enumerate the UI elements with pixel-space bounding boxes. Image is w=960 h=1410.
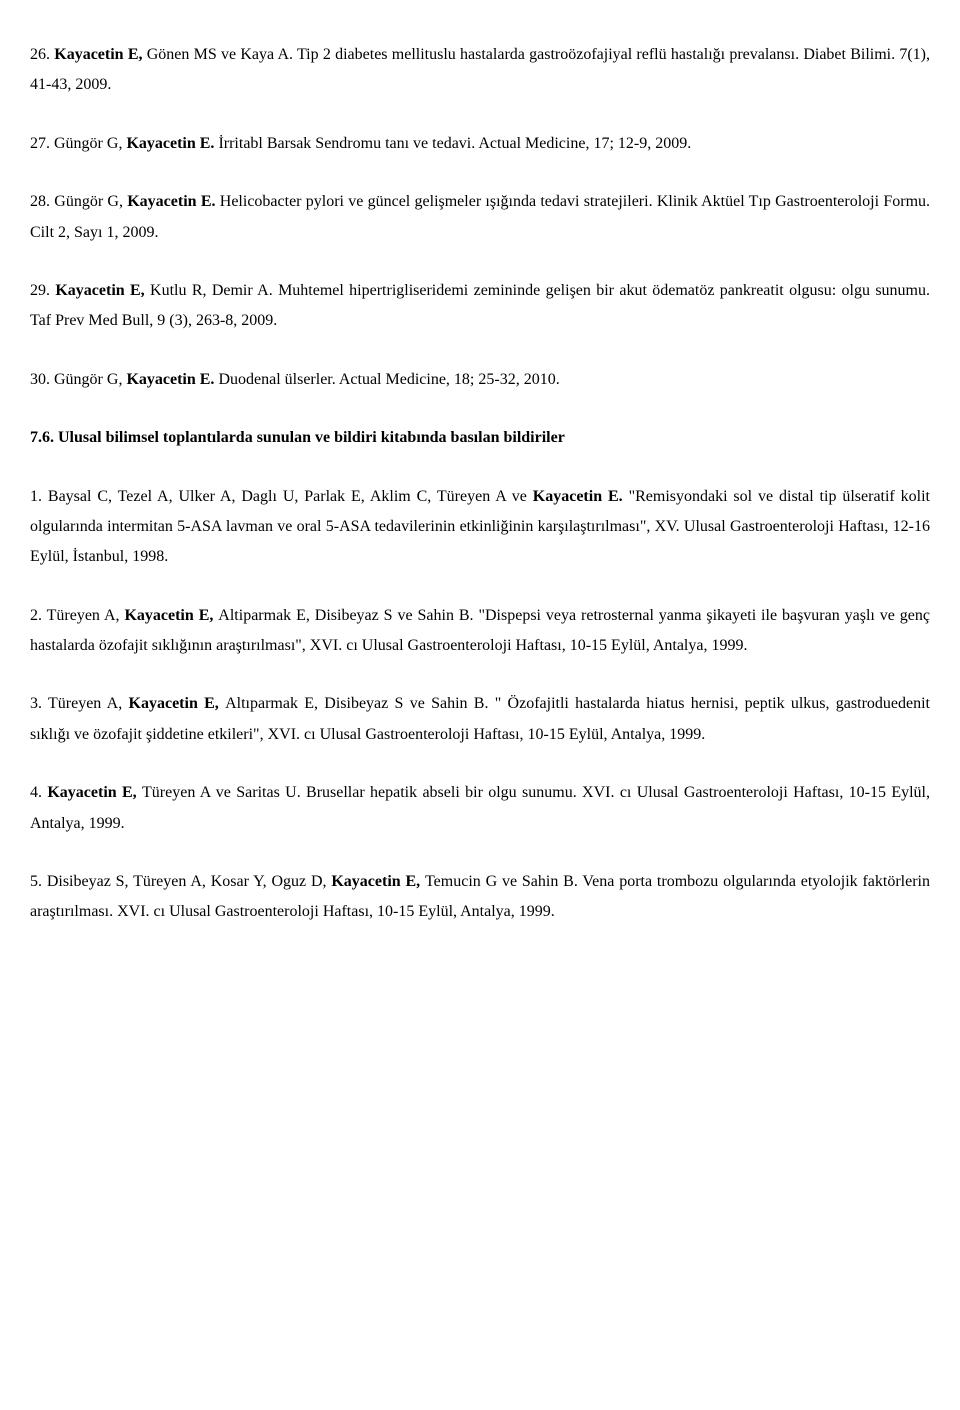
ref-bold: Kayacetin E. [126, 371, 218, 388]
reference-29: 29. Kayacetin E, Kutlu R, Demir A. Muhte… [30, 276, 930, 337]
ref-bold: Kayacetin E, [54, 46, 146, 63]
reference-27: 27. Güngör G, Kayacetin E. İrritabl Bars… [30, 129, 930, 159]
pres-bold: Kayacetin E. [533, 488, 623, 505]
ref-number: 29. [30, 282, 55, 299]
pres-bold: Kayacetin E, [331, 873, 425, 890]
ref-text: İrritabl Barsak Sendromu tanı ve tedavi.… [218, 135, 691, 152]
presentation-5: 5. Disibeyaz S, Türeyen A, Kosar Y, Oguz… [30, 867, 930, 928]
pres-pre: 2. Türeyen A, [30, 607, 124, 624]
pres-pre: 5. Disibeyaz S, Türeyen A, Kosar Y, Oguz… [30, 873, 331, 890]
pres-bold: Kayacetin E, [47, 784, 142, 801]
reference-30: 30. Güngör G, Kayacetin E. Duodenal ülse… [30, 365, 930, 395]
pres-pre: 3. Türeyen A, [30, 695, 129, 712]
ref-text: Gönen MS ve Kaya A. Tip 2 diabetes melli… [30, 46, 930, 93]
ref-number: 28. Güngör G, [30, 193, 127, 210]
ref-number: 27. Güngör G, [30, 135, 126, 152]
ref-number: 26. [30, 46, 54, 63]
ref-number: 30. Güngör G, [30, 371, 126, 388]
reference-26: 26. Kayacetin E, Gönen MS ve Kaya A. Tip… [30, 40, 930, 101]
pres-pre: 1. Baysal C, Tezel A, Ulker A, Daglı U, … [30, 488, 533, 505]
section-heading: 7.6. Ulusal bilimsel toplantılarda sunul… [30, 423, 930, 453]
pres-bold: Kayacetin E, [129, 695, 226, 712]
ref-bold: Kayacetin E. [127, 193, 220, 210]
ref-bold: Kayacetin E, [55, 282, 150, 299]
pres-post: Türeyen A ve Saritas U. Brusellar hepati… [30, 784, 930, 831]
ref-text: Duodenal ülserler. Actual Medicine, 18; … [218, 371, 559, 388]
presentation-3: 3. Türeyen A, Kayacetin E, Altıparmak E,… [30, 689, 930, 750]
presentation-4: 4. Kayacetin E, Türeyen A ve Saritas U. … [30, 778, 930, 839]
ref-bold: Kayacetin E. [126, 135, 218, 152]
presentation-1: 1. Baysal C, Tezel A, Ulker A, Daglı U, … [30, 482, 930, 573]
reference-28: 28. Güngör G, Kayacetin E. Helicobacter … [30, 187, 930, 248]
pres-bold: Kayacetin E, [124, 607, 218, 624]
presentation-2: 2. Türeyen A, Kayacetin E, Altiparmak E,… [30, 601, 930, 662]
ref-text: Kutlu R, Demir A. Muhtemel hipertriglise… [30, 282, 930, 329]
pres-pre: 4. [30, 784, 47, 801]
